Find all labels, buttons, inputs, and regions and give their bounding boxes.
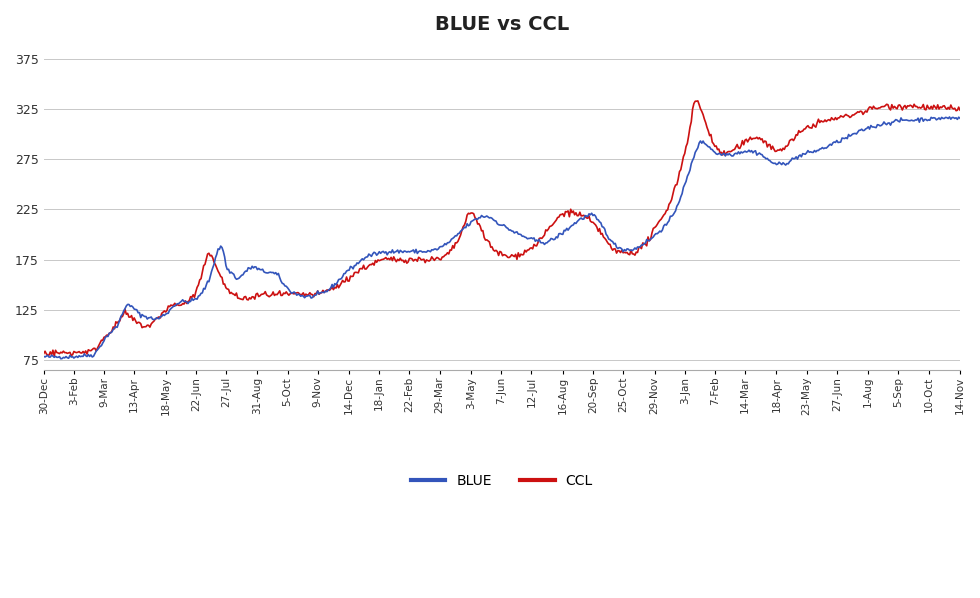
- BLUE: [38, 353, 50, 360]
- CCL: [692, 97, 704, 105]
- BLUE: [944, 114, 956, 121]
- CCL: [641, 242, 653, 249]
- BLUE: [55, 355, 67, 362]
- BLUE: [264, 269, 275, 276]
- BLUE: [641, 236, 653, 243]
- BLUE: [865, 122, 877, 129]
- CCL: [48, 352, 60, 359]
- CCL: [297, 289, 309, 297]
- Legend: BLUE, CCL: BLUE, CCL: [405, 468, 599, 493]
- CCL: [754, 134, 765, 141]
- Line: BLUE: BLUE: [44, 117, 960, 359]
- CCL: [329, 283, 341, 291]
- Line: CCL: CCL: [44, 101, 960, 356]
- BLUE: [329, 280, 341, 287]
- CCL: [955, 106, 966, 114]
- BLUE: [297, 292, 309, 300]
- Title: BLUE vs CCL: BLUE vs CCL: [435, 15, 569, 34]
- BLUE: [955, 115, 966, 122]
- BLUE: [753, 150, 764, 157]
- CCL: [264, 293, 275, 300]
- CCL: [866, 105, 878, 112]
- CCL: [38, 350, 50, 357]
